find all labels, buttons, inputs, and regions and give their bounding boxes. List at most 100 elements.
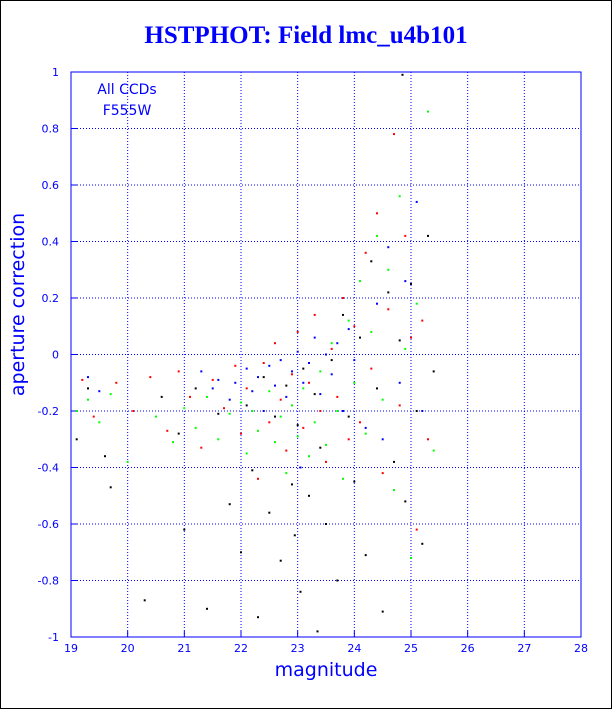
data-point <box>206 607 208 610</box>
data-point <box>296 424 299 427</box>
data-point <box>268 511 271 514</box>
data-point <box>308 494 310 497</box>
data-point <box>364 251 367 254</box>
x-tick-label: 26 <box>461 642 475 655</box>
x-axis-label: magnitude <box>275 659 378 681</box>
y-tick-label: 0 <box>52 349 59 362</box>
data-point <box>410 282 412 285</box>
data-point <box>313 421 316 424</box>
data-point <box>234 364 237 367</box>
data-point <box>308 455 310 458</box>
x-tick-label: 25 <box>404 642 418 655</box>
data-point <box>432 370 435 373</box>
data-point <box>336 395 339 398</box>
data-point <box>393 460 395 463</box>
data-point <box>234 381 237 384</box>
data-point <box>104 455 106 458</box>
data-point <box>353 325 356 328</box>
data-point <box>126 460 129 463</box>
data-point <box>427 110 429 113</box>
x-tick-label: 28 <box>574 642 588 655</box>
data-point <box>143 599 146 602</box>
data-point <box>262 376 265 379</box>
data-point <box>393 489 395 492</box>
data-point <box>285 395 288 398</box>
data-point <box>325 443 327 446</box>
data-point <box>330 347 333 350</box>
x-tick-label: 21 <box>177 642 191 655</box>
data-point <box>381 610 384 613</box>
data-point <box>285 472 288 475</box>
x-tick-label: 27 <box>517 642 531 655</box>
data-point <box>291 370 293 373</box>
data-point <box>325 353 327 356</box>
data-point <box>421 319 424 322</box>
x-tick-labels: 19 20 21 22 23 24 25 26 27 28 <box>64 642 588 655</box>
data-point <box>268 421 271 424</box>
x-tick-label: 23 <box>291 642 305 655</box>
data-point <box>217 412 220 415</box>
data-point <box>228 503 231 506</box>
data-point <box>381 472 384 475</box>
data-point <box>330 359 333 362</box>
data-point <box>172 441 174 444</box>
data-point <box>217 438 220 441</box>
data-point <box>240 551 242 554</box>
data-point <box>183 407 186 410</box>
data-point <box>285 384 288 387</box>
data-point <box>291 404 293 407</box>
data-point <box>245 452 248 455</box>
y-tick-label: 0.6 <box>42 179 60 192</box>
data-point <box>279 359 282 362</box>
data-point <box>347 328 350 331</box>
x-tick-label: 22 <box>234 642 248 655</box>
data-point <box>299 590 302 593</box>
data-point <box>376 387 378 390</box>
data-point <box>189 395 191 398</box>
data-point <box>342 297 344 299</box>
data-point <box>177 432 180 435</box>
data-point <box>177 370 180 373</box>
data-point <box>398 195 401 198</box>
x-tick-label: 19 <box>64 642 78 655</box>
data-point <box>268 364 271 367</box>
data-point <box>308 381 310 384</box>
data-point <box>325 460 327 463</box>
data-point <box>245 387 248 390</box>
data-point <box>296 435 299 438</box>
data-point <box>387 246 390 249</box>
data-point <box>245 367 248 370</box>
data-point <box>325 523 327 525</box>
data-point <box>279 398 282 401</box>
data-point <box>132 410 135 412</box>
annotation-ccds: All CCDs <box>97 82 156 98</box>
annotation-filter: F555W <box>103 103 152 119</box>
data-point <box>262 362 265 364</box>
y-axis-label: aperture correction <box>7 213 29 396</box>
data-point <box>319 393 322 396</box>
data-point <box>387 308 390 311</box>
data-point <box>75 410 78 412</box>
axes-box <box>70 71 582 638</box>
data-point <box>228 398 231 401</box>
data-point <box>336 410 339 412</box>
data-point <box>421 410 424 412</box>
data-point <box>432 449 435 452</box>
data-point <box>211 378 214 381</box>
data-point <box>75 438 78 441</box>
data-point <box>166 429 169 432</box>
data-point <box>268 390 271 393</box>
chart-title: HSTPHOT: Field lmc_u4b101 <box>144 22 468 49</box>
data-point <box>257 429 259 432</box>
data-point <box>302 381 305 384</box>
y-tick-label: 0.4 <box>42 236 60 249</box>
data-point <box>313 336 316 339</box>
data-point <box>302 367 305 370</box>
y-tick-label: -0.2 <box>38 405 59 418</box>
data-point <box>401 73 404 76</box>
data-point <box>376 234 378 237</box>
data-point <box>274 441 276 444</box>
data-point <box>296 330 299 333</box>
data-point <box>336 342 339 345</box>
